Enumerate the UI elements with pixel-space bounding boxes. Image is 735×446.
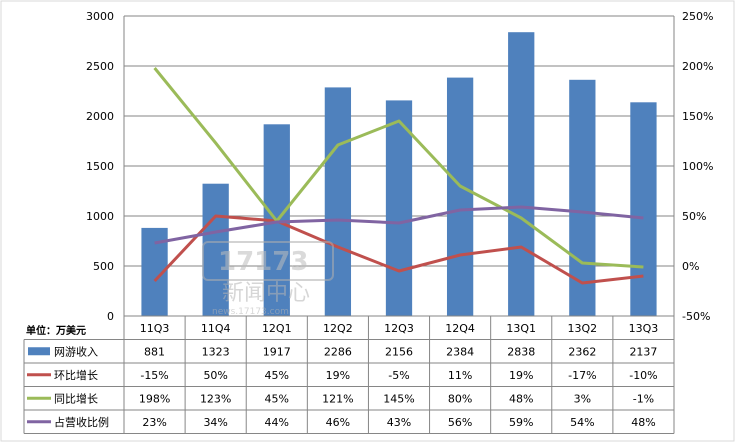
- lines: [153, 67, 644, 285]
- data-label: 43%: [387, 416, 411, 429]
- data-label: 2137: [629, 345, 657, 358]
- y-right-tick-label: -50%: [682, 310, 710, 323]
- y-left-tick-label: 2500: [86, 60, 114, 73]
- bar-11q4: [202, 183, 229, 316]
- y-left-tick-label: 500: [93, 260, 114, 273]
- y-right-tick-label: 0%: [682, 260, 699, 273]
- axes: 0 500 1000 1500 2000 2500 3000 -50% 0% 50% 100% 150…: [86, 10, 713, 323]
- data-label: 34%: [203, 416, 227, 429]
- data-label: -5%: [388, 369, 409, 382]
- bar-13q1: [508, 32, 535, 316]
- data-label: 80%: [448, 392, 472, 405]
- x-tick-label: 12Q4: [445, 322, 475, 335]
- data-label: 19%: [326, 369, 350, 382]
- bar-12q3: [385, 100, 413, 317]
- data-label: -17%: [568, 369, 596, 382]
- legend-label: 占营收比例: [54, 415, 109, 429]
- legend-label: 同比增长: [54, 391, 98, 405]
- data-label: 45%: [265, 392, 289, 405]
- y-left-tick-label: 0: [107, 310, 114, 323]
- y-right-tick-label: 50%: [682, 210, 706, 223]
- data-label: 59%: [509, 416, 533, 429]
- data-label: 1917: [263, 345, 291, 358]
- x-tick-label: 11Q4: [201, 322, 231, 335]
- legend-key-bar: [28, 347, 50, 356]
- legend-label: 环比增长: [54, 368, 98, 382]
- data-label: -10%: [629, 369, 657, 382]
- data-label: 50%: [203, 369, 227, 382]
- watermark-text: 新闻中心: [222, 281, 310, 306]
- data-label: -15%: [140, 369, 168, 382]
- watermark-url: news.17173.com: [212, 307, 289, 317]
- watermark: 17173 新闻中心 news.17173.com: [202, 241, 334, 317]
- data-label: 2156: [385, 345, 413, 358]
- data-label: 121%: [322, 392, 353, 405]
- data-label: 54%: [570, 416, 594, 429]
- unit-label: 单位：万美元: [26, 324, 86, 337]
- x-tick-label: 13Q3: [629, 322, 659, 335]
- watermark-logo-mark: 17173: [218, 247, 308, 277]
- series-line: [154, 205, 644, 245]
- bar-12q4: [446, 77, 474, 316]
- data-label: 2384: [446, 345, 474, 358]
- data-label: 123%: [200, 392, 231, 405]
- data-label: 19%: [509, 369, 533, 382]
- data-label: 56%: [448, 416, 472, 429]
- data-label: 48%: [509, 392, 533, 405]
- y-left-tick-label: 2000: [86, 110, 114, 123]
- data-label: 881: [144, 345, 165, 358]
- data-label: 198%: [139, 392, 170, 405]
- data-label: 48%: [631, 416, 655, 429]
- x-tick-label: 13Q1: [506, 322, 536, 335]
- watermark-logo-frame: [202, 241, 334, 281]
- x-tick-label: 12Q2: [323, 322, 353, 335]
- series-line: [153, 67, 644, 269]
- legend-label: 网游收入: [54, 344, 98, 358]
- data-label: 44%: [265, 416, 289, 429]
- data-label: 45%: [265, 369, 289, 382]
- bar-13q3: [630, 102, 657, 316]
- data-label: 23%: [142, 416, 166, 429]
- y-right-tick-label: 150%: [682, 110, 713, 123]
- y-left-tick-label: 3000: [86, 10, 114, 23]
- x-tick-label: 13Q2: [568, 322, 598, 335]
- y-right-tick-label: 250%: [682, 10, 713, 23]
- bar-12q2: [324, 87, 352, 317]
- data-table: 11Q3 11Q4 12Q1 12Q2 12Q3 12Q4 13Q1 13Q2 13Q3 网游收入…: [23, 315, 675, 434]
- data-label: 145%: [383, 392, 414, 405]
- data-label: 1323: [202, 345, 230, 358]
- x-tick-label: 12Q3: [384, 322, 414, 335]
- data-label: 46%: [326, 416, 350, 429]
- data-label: 2286: [324, 345, 352, 358]
- y-right-tick-label: 200%: [682, 60, 713, 73]
- x-tick-label: 12Q1: [262, 322, 292, 335]
- data-label: 11%: [448, 369, 472, 382]
- data-label: 2838: [507, 345, 535, 358]
- y-left-tick-label: 1000: [86, 210, 114, 223]
- data-label: 3%: [574, 392, 591, 405]
- data-label: -1%: [633, 392, 654, 405]
- data-label: 2362: [568, 345, 596, 358]
- series-line: [153, 214, 644, 285]
- y-left-tick-label: 1500: [86, 160, 114, 173]
- y-right-tick-label: 100%: [682, 160, 713, 173]
- x-tick-label: 11Q3: [140, 322, 170, 335]
